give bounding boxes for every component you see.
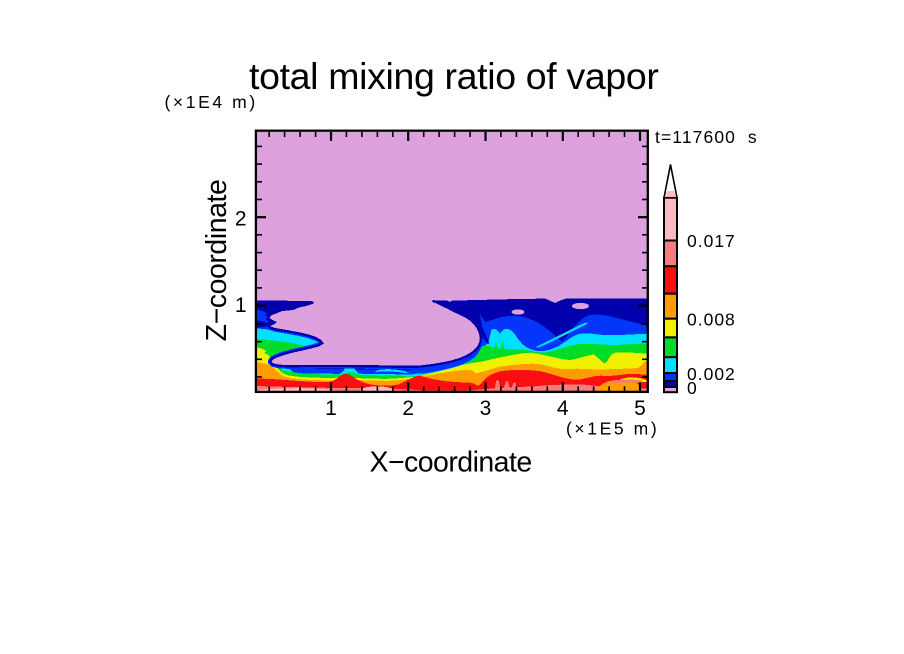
svg-text:0.017: 0.017 — [687, 231, 736, 251]
svg-text:5: 5 — [634, 397, 646, 420]
svg-text:t=117600 s: t=117600 s — [655, 127, 758, 147]
svg-text:1: 1 — [325, 397, 337, 420]
svg-text:1: 1 — [235, 294, 247, 317]
svg-text:X−coordinate: X−coordinate — [370, 447, 532, 479]
svg-text:2: 2 — [402, 397, 414, 420]
svg-text:Z−coordinate: Z−coordinate — [201, 180, 233, 342]
svg-text:0.002: 0.002 — [687, 364, 736, 384]
svg-text:4: 4 — [557, 397, 569, 420]
svg-text:2: 2 — [235, 207, 247, 230]
svg-text:(×1E5 m): (×1E5 m) — [566, 419, 659, 439]
svg-text:3: 3 — [480, 397, 492, 420]
svg-text:0.008: 0.008 — [687, 309, 736, 329]
svg-text:0: 0 — [687, 378, 698, 398]
svg-text:total mixing ratio of vapor: total mixing ratio of vapor — [249, 55, 659, 97]
svg-text:(×1E4 m): (×1E4 m) — [165, 92, 258, 112]
